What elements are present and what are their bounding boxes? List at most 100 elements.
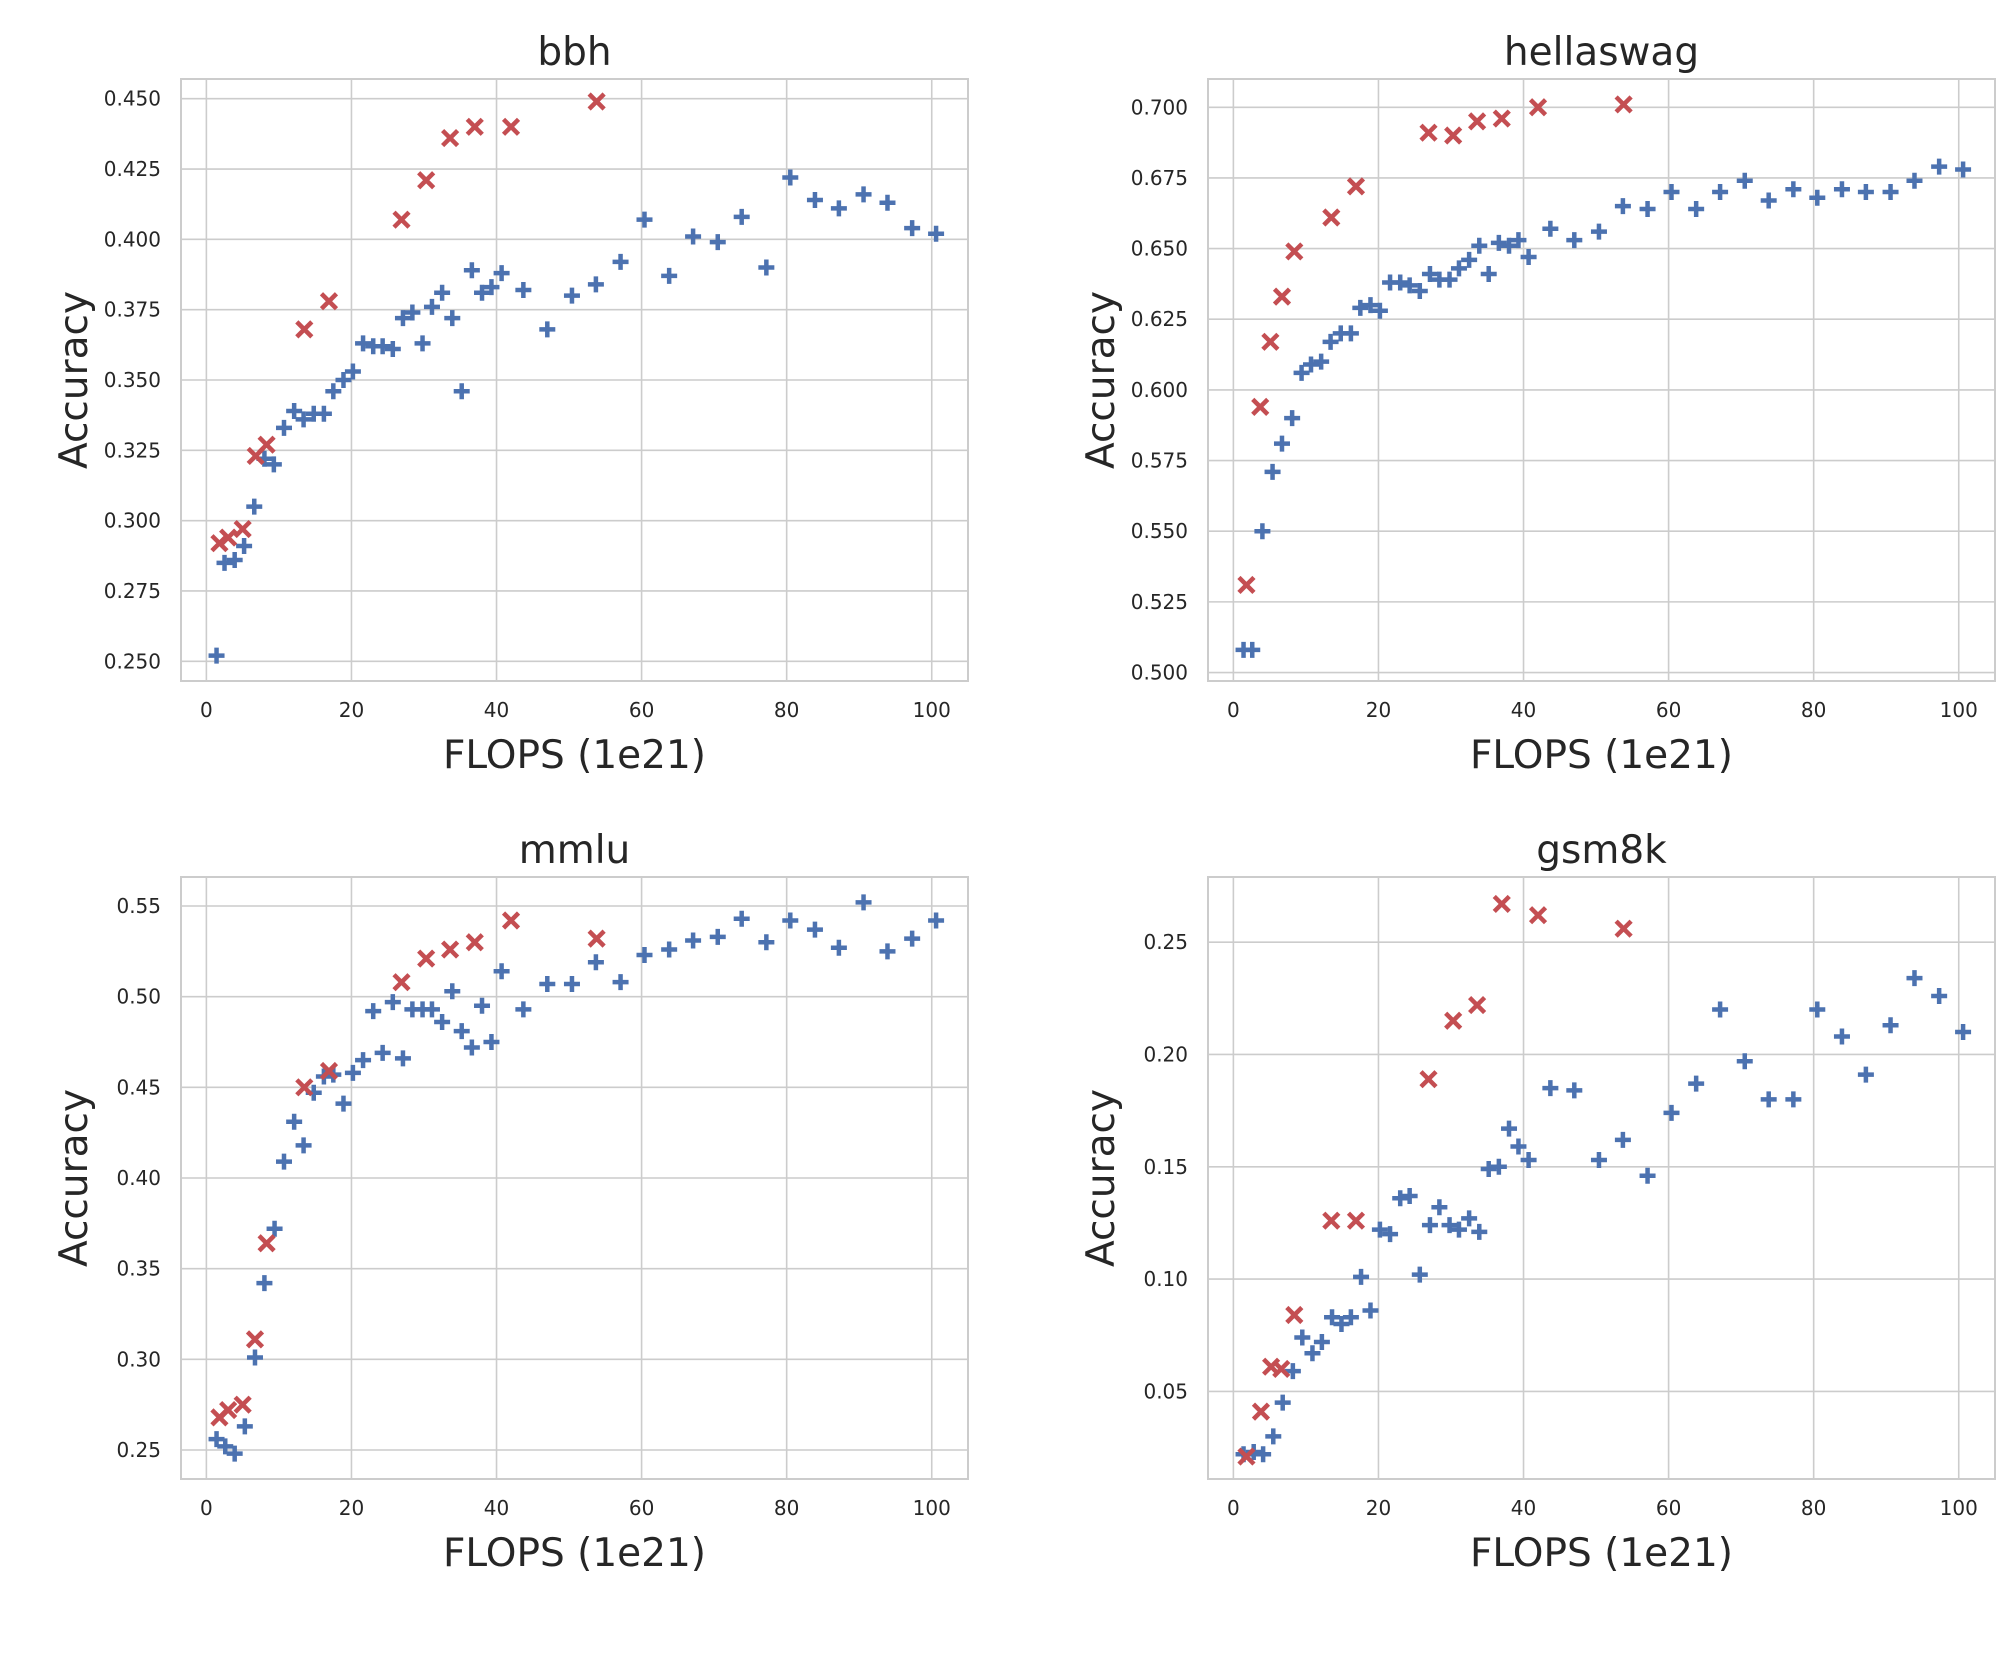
- plus-marker: [453, 383, 470, 400]
- x-marker: [1251, 1402, 1271, 1421]
- plus-marker: [1510, 1138, 1527, 1155]
- plus-marker: [1284, 1363, 1301, 1380]
- plus-marker: [1371, 1221, 1388, 1238]
- x-marker: [501, 911, 521, 930]
- x-tick-label: 80: [1801, 698, 1826, 722]
- plus-marker: [423, 1001, 440, 1018]
- plus-marker: [1566, 1082, 1583, 1099]
- x-tick-label: 80: [1801, 1496, 1826, 1520]
- plus-marker: [1471, 1223, 1488, 1240]
- y-tick-label: 0.625: [1131, 307, 1188, 331]
- plus-marker: [355, 1052, 372, 1069]
- plus-marker: [414, 335, 431, 352]
- x-marker: [1346, 177, 1366, 196]
- x-tick-label: 80: [774, 698, 799, 722]
- y-tick-label: 0.25: [116, 1438, 161, 1462]
- x-tick-label: 80: [774, 1496, 799, 1520]
- plus-marker: [483, 279, 500, 296]
- x-marker: [1528, 98, 1548, 117]
- x-marker: [319, 1061, 339, 1081]
- plus-marker: [1712, 1001, 1729, 1018]
- x-marker: [1492, 109, 1511, 128]
- y-axis-label: Accuracy: [1079, 1089, 1124, 1267]
- plus-marker: [1244, 641, 1261, 658]
- plus-marker: [709, 928, 726, 945]
- plus-marker: [587, 954, 604, 971]
- y-tick-label: 0.525: [1131, 590, 1188, 614]
- plus-marker: [474, 284, 491, 301]
- plus-marker: [384, 341, 401, 358]
- plus-marker: [208, 1431, 225, 1448]
- x-marker: [245, 1330, 265, 1349]
- x-marker: [1272, 287, 1292, 306]
- mmlu-subplot: 0 20 40 60 80 100 0.25 0.30 0.35 0.40 0.45 0.50 0.55…: [52, 828, 969, 1576]
- plus-marker: [661, 941, 678, 958]
- hellaswag-subplot: 0 20 40 60 80 100 0.500 0.525 0.550 0.575 0.600 0.6…: [1079, 30, 1996, 778]
- plus-marker: [423, 298, 440, 315]
- x-tick-label: 60: [1656, 698, 1681, 722]
- plus-marker: [394, 310, 411, 327]
- plus-marker: [1542, 1080, 1559, 1097]
- plus-marker: [1401, 277, 1418, 294]
- x-tick-label: 40: [484, 698, 509, 722]
- y-tick-label: 0.400: [104, 227, 161, 251]
- plus-marker: [1712, 184, 1729, 201]
- y-tick-label: 0.450: [104, 87, 161, 111]
- x-marker: [417, 171, 436, 190]
- plus-marker: [1906, 172, 1923, 189]
- x-marker: [465, 117, 484, 136]
- y-tick-label: 0.375: [104, 298, 161, 322]
- x-marker: [1419, 1070, 1438, 1089]
- plus-marker: [1590, 1152, 1607, 1169]
- plus-marker: [1833, 181, 1850, 198]
- plus-marker: [493, 265, 510, 282]
- plus-marker: [1353, 1268, 1370, 1285]
- plus-marker: [1955, 161, 1972, 178]
- x-marker: [1261, 332, 1280, 351]
- plus-marker: [236, 537, 253, 554]
- plus-marker: [1293, 364, 1310, 381]
- x-marker: [1251, 397, 1270, 416]
- plus-marker: [1421, 266, 1438, 283]
- plus-marker: [1255, 1446, 1272, 1463]
- y-tick-label: 0.15: [1143, 1155, 1188, 1179]
- plus-marker: [216, 554, 233, 571]
- y-tick-label: 0.500: [1131, 661, 1188, 685]
- plus-marker: [1760, 192, 1777, 209]
- y-tick-label: 0.300: [104, 509, 161, 533]
- plus-marker: [374, 338, 391, 355]
- x-tick-label: 20: [1366, 1496, 1391, 1520]
- plus-marker: [246, 498, 263, 515]
- y-axis-label: Accuracy: [52, 1089, 97, 1267]
- y-tick-label: 0.10: [1143, 1267, 1188, 1291]
- plus-marker: [1490, 1158, 1507, 1175]
- plus-marker: [1882, 1017, 1899, 1034]
- plus-marker: [1352, 299, 1369, 316]
- plus-marker: [325, 383, 342, 400]
- plus-marker: [685, 932, 702, 949]
- subplot-title: gsm8k: [1536, 828, 1667, 873]
- plus-marker: [246, 1349, 263, 1366]
- x-marker: [257, 1234, 276, 1253]
- plot-frame: [180, 78, 969, 682]
- plus-marker: [1501, 237, 1518, 254]
- plus-marker: [1480, 266, 1497, 283]
- plus-marker: [1303, 356, 1319, 373]
- x-axis-label: FLOPS (1e21): [443, 1531, 706, 1576]
- x-tick-label: 0: [200, 698, 213, 722]
- x-tick-label: 20: [1366, 698, 1391, 722]
- y-tick-label: 0.675: [1131, 166, 1188, 190]
- x-tick-label: 0: [200, 1496, 213, 1520]
- x-marker: [392, 210, 411, 229]
- x-marker: [1468, 995, 1487, 1015]
- plus-marker: [226, 1445, 243, 1462]
- x-tick-label: 40: [1511, 698, 1536, 722]
- y-tick-label: 0.30: [116, 1347, 161, 1371]
- plus-marker: [830, 200, 847, 217]
- plus-marker: [226, 552, 243, 569]
- plus-marker: [1833, 1028, 1850, 1045]
- plus-marker: [365, 1003, 382, 1020]
- plus-marker: [733, 208, 750, 225]
- plus-marker: [1254, 523, 1271, 540]
- plus-marker: [1688, 1075, 1705, 1092]
